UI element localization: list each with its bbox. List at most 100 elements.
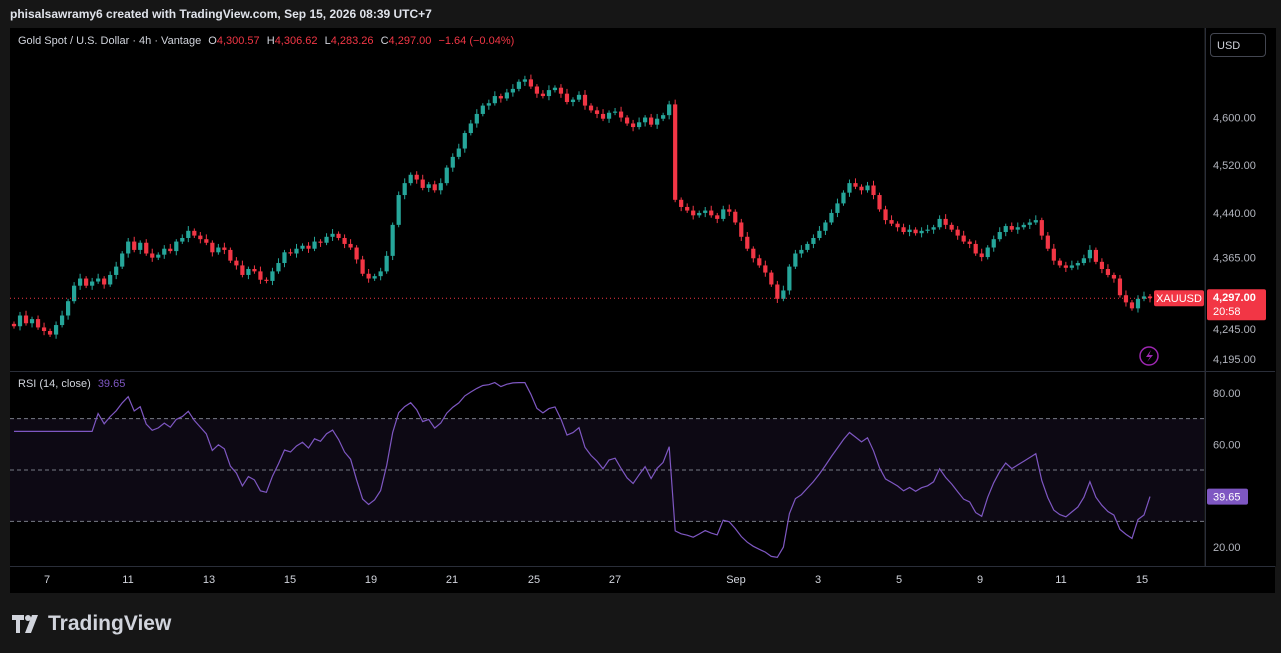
candle [985, 247, 990, 258]
candle [588, 105, 594, 111]
candle [673, 104, 678, 200]
candle [246, 268, 251, 275]
time-axis[interactable] [10, 566, 1275, 593]
candle [35, 319, 41, 328]
low-value: 4,283.26 [330, 35, 374, 47]
candle [594, 110, 600, 114]
candle [336, 233, 341, 238]
rsi-line [14, 381, 1151, 559]
candle [1021, 224, 1026, 228]
candle [703, 210, 708, 213]
candle [23, 315, 29, 324]
candle [450, 156, 455, 168]
candle [180, 237, 185, 242]
candle [546, 90, 552, 97]
time-tick-label: 3 [815, 574, 821, 586]
candle [961, 235, 966, 242]
candle [715, 215, 720, 219]
candle [432, 184, 437, 191]
candle [1141, 296, 1147, 299]
candle [871, 185, 876, 196]
price-tick-label: 4,440.00 [1213, 208, 1256, 220]
candle [84, 278, 89, 286]
lightning-icon [1139, 346, 1159, 366]
candle [1093, 249, 1099, 262]
candle [516, 81, 521, 89]
candle [138, 242, 143, 250]
candle [192, 230, 197, 236]
rsi-value: 39.65 [97, 378, 126, 390]
brand-text: TradingView [48, 612, 172, 635]
candle [829, 212, 834, 223]
open-value: 4,300.57 [216, 35, 260, 47]
candle [414, 174, 419, 180]
candle [438, 183, 443, 191]
candle [1045, 235, 1050, 249]
candle [763, 265, 768, 273]
time-tick-label: Sep [726, 574, 746, 586]
candle [727, 209, 732, 212]
candle [745, 236, 750, 249]
candle [210, 242, 215, 253]
candle [1051, 248, 1056, 261]
candle [576, 94, 582, 100]
time-tick-label: 7 [44, 574, 50, 586]
time-tick-label: 15 [284, 574, 296, 586]
candle [312, 241, 317, 249]
candle [624, 117, 630, 124]
candle [1081, 258, 1086, 264]
price-tag: 4,297.00 [1213, 292, 1256, 304]
close-label: C [380, 35, 389, 47]
candle [53, 325, 59, 335]
candle [456, 148, 461, 157]
candle [1111, 274, 1117, 279]
time-tick-label: 11 [1055, 574, 1066, 586]
candle [1117, 278, 1123, 296]
candle [931, 227, 936, 230]
candles-group [11, 74, 1153, 339]
candle [841, 192, 846, 204]
candle [390, 224, 395, 256]
candle [721, 209, 726, 219]
candle [1033, 220, 1038, 223]
candle [1099, 261, 1105, 269]
price-tick-label: 4,520.00 [1213, 160, 1256, 172]
candle [853, 183, 858, 187]
candle [787, 266, 792, 291]
candle [492, 96, 497, 104]
candle [114, 266, 119, 275]
candle [901, 227, 906, 233]
time-tick-label: 15 [1136, 574, 1148, 586]
rsi-tick-label: 60.00 [1213, 439, 1241, 451]
candle [1009, 226, 1014, 230]
open-label: O [208, 35, 217, 47]
attribution-text: phisalsawramy6 created with TradingView.… [10, 7, 432, 21]
candle [510, 88, 515, 93]
candle [342, 237, 347, 244]
candle [937, 218, 942, 228]
pane-divider[interactable] [10, 371, 1275, 372]
candle [396, 195, 401, 225]
candle [1069, 265, 1074, 268]
candle [204, 239, 209, 243]
candle [78, 278, 83, 286]
candle [282, 252, 287, 264]
candle [564, 93, 570, 103]
candle [691, 210, 696, 216]
candle [222, 247, 227, 250]
candle [366, 273, 371, 279]
candle [486, 103, 491, 106]
candle [889, 220, 894, 224]
currency-button[interactable]: USD [1210, 33, 1266, 57]
candle [480, 105, 485, 114]
candle [1129, 302, 1135, 309]
candle [618, 111, 624, 118]
candle [847, 183, 852, 193]
candle [919, 230, 924, 234]
candle [120, 253, 125, 267]
lightning-bolt-icon [1146, 350, 1153, 362]
time-tick-label: 11 [122, 574, 133, 586]
candle [781, 290, 786, 299]
candle [426, 184, 431, 188]
